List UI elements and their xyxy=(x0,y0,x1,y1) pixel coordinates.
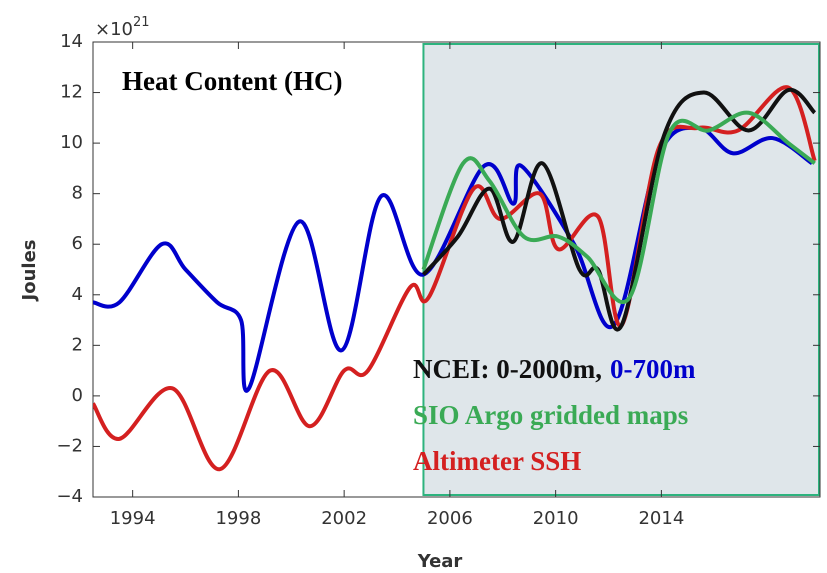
x-tick-label: 1994 xyxy=(110,508,156,529)
y-tick-label: 14 xyxy=(60,31,83,52)
series-line xyxy=(421,110,816,304)
legend-line: NCEI: 0-2000m, 0-700m xyxy=(413,354,696,384)
plot-frame xyxy=(92,41,821,498)
x-tick-label: 2006 xyxy=(427,508,473,529)
x-axis-label: Year xyxy=(417,551,463,572)
y-tick-label: 4 xyxy=(72,284,83,305)
y-axis-label: Joules xyxy=(19,240,40,303)
multiplier-power: 21 xyxy=(133,15,150,30)
y-tick-label: −4 xyxy=(56,486,83,507)
y-tick-label: 0 xyxy=(72,385,83,406)
y-tick-label: 6 xyxy=(72,233,83,254)
legend-entry: NCEI: 0-2000m, xyxy=(413,354,602,384)
y-multiplier: ×1021 xyxy=(95,15,150,41)
series-line xyxy=(93,85,817,472)
y-tick-label: −2 xyxy=(56,435,83,456)
legend-entry: SIO Argo gridded maps xyxy=(413,400,688,430)
x-tick-label: 2002 xyxy=(321,508,367,529)
legend-entry: 0-700m xyxy=(610,354,696,384)
y-tick-label: 10 xyxy=(60,132,83,153)
multiplier-base: ×10 xyxy=(95,19,133,40)
y-tick-label: 2 xyxy=(72,334,83,355)
y-tick-label: 12 xyxy=(60,82,83,103)
x-tick-label: 1998 xyxy=(215,508,261,529)
legend-entry: Altimeter SSH xyxy=(413,446,581,476)
x-tick-label: 2010 xyxy=(533,508,579,529)
chart-title: Heat Content (HC) xyxy=(122,66,342,96)
y-tick-label: 8 xyxy=(72,183,83,204)
x-tick-label: 2014 xyxy=(638,508,684,529)
